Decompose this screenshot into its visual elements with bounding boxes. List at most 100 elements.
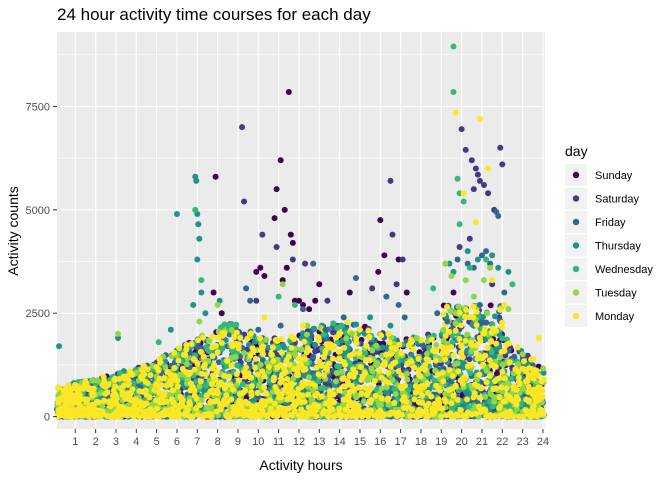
point-cloud-dot <box>298 356 305 363</box>
point-cloud-dot <box>435 371 442 378</box>
point-cloud-dot <box>318 393 325 400</box>
point-cloud-dot <box>183 346 190 353</box>
point-cloud-dot <box>340 396 347 403</box>
point-cloud-dot <box>515 378 522 385</box>
point-cloud-dot <box>449 372 456 379</box>
point-cloud-dot <box>154 405 161 412</box>
point-cloud-dot <box>109 392 116 399</box>
point-cloud-dot <box>482 393 489 400</box>
point-cloud-dot <box>229 343 236 350</box>
point-cloud-dot <box>336 331 343 338</box>
point-cloud-dot <box>313 413 320 420</box>
point-cloud-dot <box>525 383 532 390</box>
point-cloud-dot <box>224 362 231 369</box>
point-cloud-dot <box>336 387 343 394</box>
point-cloud-dot <box>419 392 426 399</box>
point-cloud-dot <box>125 381 132 388</box>
point-cloud-dot <box>373 342 380 349</box>
point-cloud-dot <box>55 399 62 406</box>
point-cloud-dot <box>446 411 453 418</box>
point-cloud-dot <box>298 346 305 353</box>
point-cloud-dot <box>133 411 140 418</box>
point-cloud-dot <box>163 382 170 389</box>
point-cloud-dot <box>89 377 96 384</box>
point-cloud-dot <box>187 380 194 387</box>
point-cloud-dot <box>336 405 343 412</box>
point-cloud-dot <box>85 385 92 392</box>
point-cloud-dot <box>386 339 393 346</box>
point-cloud-dot <box>291 335 298 342</box>
point-cloud-dot <box>284 375 291 382</box>
point-cloud-dot <box>254 390 261 397</box>
point-cloud-dot <box>142 378 149 385</box>
point-cloud-dot <box>524 378 531 385</box>
point-cloud-dot <box>183 404 190 411</box>
point-cloud-dot <box>458 322 465 329</box>
point-cloud-dot <box>332 378 339 385</box>
point-cloud-dot <box>403 370 410 377</box>
point-cloud-dot <box>130 380 137 387</box>
point-cloud-dot <box>346 352 353 359</box>
point-cloud-dot <box>476 394 483 401</box>
point-cloud-dot <box>281 412 288 419</box>
point-cloud-dot <box>139 367 146 374</box>
point-cloud-dot <box>295 385 302 392</box>
point-cloud-dot <box>483 319 490 326</box>
point-cloud-dot <box>413 378 420 385</box>
point-cloud-dot <box>473 322 480 329</box>
point-cloud-dot <box>540 369 547 376</box>
point-cloud-dot <box>454 397 461 404</box>
point-cloud-dot <box>196 383 203 390</box>
point-cloud-dot <box>515 374 522 381</box>
point-cloud-dot <box>171 349 178 356</box>
point-cloud-dot <box>368 396 375 403</box>
point-cloud-dot <box>180 351 187 358</box>
point-cloud-dot <box>205 337 212 344</box>
point-cloud-dot <box>153 384 160 391</box>
point-cloud-dot <box>405 387 412 394</box>
point-cloud-dot <box>519 413 526 420</box>
point-cloud-dot <box>266 377 273 384</box>
point-cloud-dot <box>283 382 290 389</box>
point-cloud-dot <box>193 405 200 412</box>
point-cloud-dot <box>70 385 77 392</box>
point-cloud-dot <box>480 361 487 368</box>
point-cloud-dot <box>422 407 429 414</box>
point-cloud-dot <box>263 336 270 343</box>
point-cloud-dot <box>499 324 506 331</box>
point-cloud-dot <box>346 373 353 380</box>
point-cloud-dot <box>333 370 340 377</box>
point-cloud-dot <box>440 326 447 333</box>
point-cloud-dot <box>385 401 392 408</box>
point-cloud-dot <box>498 348 505 355</box>
point-cloud-dot <box>491 313 498 320</box>
point-cloud-dot <box>358 390 365 397</box>
point-cloud-dot <box>306 374 313 381</box>
point-cloud-dot <box>530 375 537 382</box>
point-cloud-dot <box>226 412 233 419</box>
point-cloud-dot <box>363 342 370 349</box>
point-cloud-dot <box>382 378 389 385</box>
point-cloud-dot <box>301 398 308 405</box>
point-cloud-dot <box>395 409 402 416</box>
point-cloud-dot <box>507 375 514 382</box>
point-cloud-dot <box>293 345 300 352</box>
point-cloud-dot <box>449 339 456 346</box>
point-cloud-dot <box>422 366 429 373</box>
point-cloud-dot <box>488 338 495 345</box>
point-cloud-dot <box>498 384 505 391</box>
point-cloud-dot <box>233 381 240 388</box>
point-cloud-dot <box>439 405 446 412</box>
point-cloud-dot <box>259 351 266 358</box>
point-cloud-dot <box>484 310 491 317</box>
point-cloud-dot <box>221 372 228 379</box>
point-cloud-dot <box>194 360 201 367</box>
point-cloud-dot <box>540 376 547 383</box>
point-cloud-dot <box>308 397 315 404</box>
point-cloud-dot <box>497 306 504 313</box>
point-cloud-dot <box>466 356 473 363</box>
point-cloud-dot <box>438 413 445 420</box>
point-cloud-dot <box>144 366 151 373</box>
point-cloud-dot <box>356 350 363 357</box>
